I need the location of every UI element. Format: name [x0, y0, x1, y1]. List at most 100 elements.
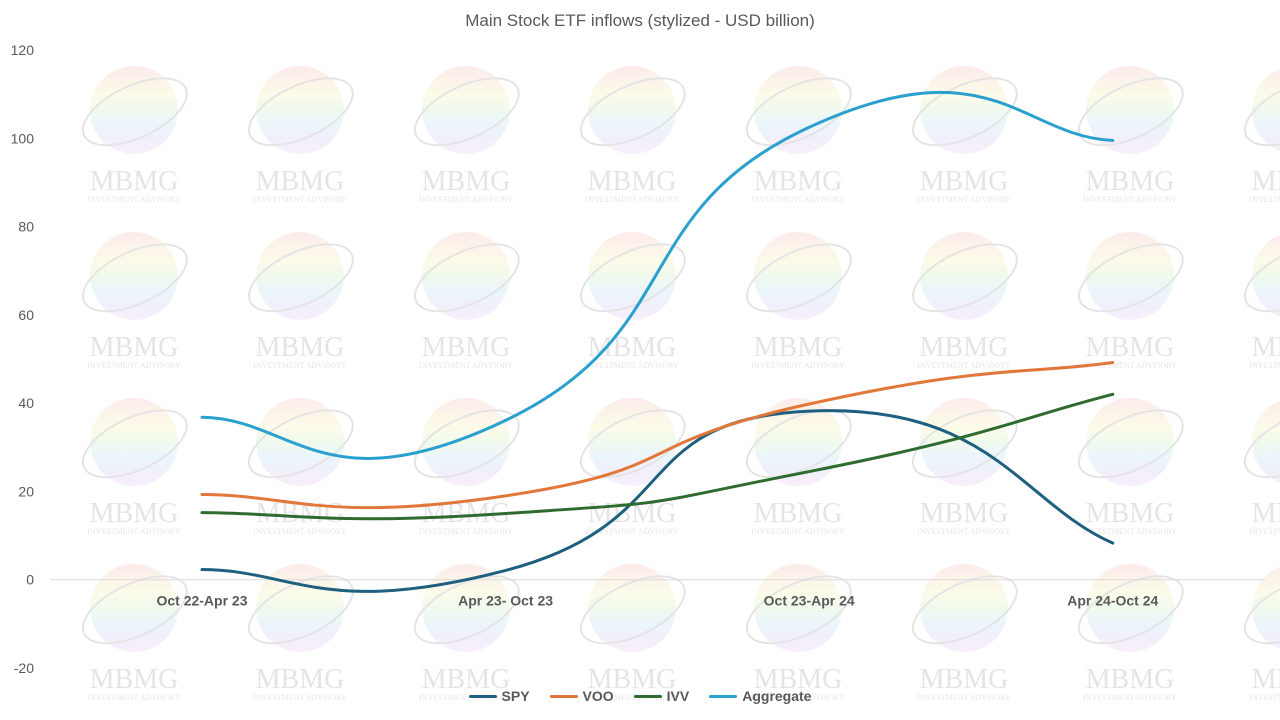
svg-text:INVESTMENT ADVISORY: INVESTMENT ADVISORY	[1083, 527, 1177, 536]
svg-text:INVESTMENT ADVISORY: INVESTMENT ADVISORY	[917, 693, 1011, 702]
svg-text:MBMG: MBMG	[422, 664, 511, 695]
svg-text:INVESTMENT ADVISORY: INVESTMENT ADVISORY	[253, 527, 347, 536]
svg-text:MBMG: MBMG	[920, 498, 1009, 529]
svg-text:MBMG: MBMG	[422, 332, 511, 363]
svg-text:INVESTMENT ADVISORY: INVESTMENT ADVISORY	[1083, 693, 1177, 702]
svg-text:MBMG: MBMG	[754, 498, 843, 529]
legend-item-voo: VOO	[549, 688, 614, 704]
svg-text:MBMG: MBMG	[1252, 664, 1280, 695]
legend-label: Aggregate	[742, 688, 812, 704]
y-tick-label: 20	[18, 483, 34, 499]
svg-text:INVESTMENT ADVISORY: INVESTMENT ADVISORY	[917, 195, 1011, 204]
svg-text:INVESTMENT ADVISORY: INVESTMENT ADVISORY	[419, 693, 513, 702]
legend-swatch	[709, 694, 738, 698]
y-axis: -20 0 20 40 60 80 100 120	[11, 42, 1265, 676]
svg-text:MBMG: MBMG	[90, 664, 179, 695]
svg-text:INVESTMENT ADVISORY: INVESTMENT ADVISORY	[917, 361, 1011, 370]
svg-text:MBMG: MBMG	[422, 166, 511, 197]
legend-item-ivv: IVV	[633, 688, 690, 704]
series-line-voo	[200, 361, 1115, 510]
svg-text:INVESTMENT ADVISORY: INVESTMENT ADVISORY	[419, 195, 513, 204]
svg-text:MBMG: MBMG	[920, 332, 1009, 363]
x-axis: Oct 22-Apr 23 Apr 23- Oct 23 Oct 23-Apr 24…	[156, 593, 1158, 609]
svg-text:MBMG: MBMG	[1086, 166, 1175, 197]
svg-text:INVESTMENT ADVISORY: INVESTMENT ADVISORY	[1249, 195, 1280, 204]
svg-text:MBMG: MBMG	[90, 166, 179, 197]
legend-item-aggregate: Aggregate	[709, 688, 811, 704]
chart-legend: SPY VOO IVV Aggregate	[0, 688, 1280, 704]
svg-text:MBMG: MBMG	[1252, 332, 1280, 363]
svg-text:MBMG: MBMG	[920, 664, 1009, 695]
svg-text:MBMG: MBMG	[256, 166, 345, 197]
svg-text:INVESTMENT ADVISORY: INVESTMENT ADVISORY	[585, 361, 679, 370]
legend-swatch	[549, 694, 578, 698]
y-tick-label: 40	[18, 395, 34, 411]
x-tick-label: Apr 23- Oct 23	[458, 593, 553, 609]
svg-text:INVESTMENT ADVISORY: INVESTMENT ADVISORY	[87, 527, 181, 536]
svg-text:INVESTMENT ADVISORY: INVESTMENT ADVISORY	[87, 693, 181, 702]
svg-text:INVESTMENT ADVISORY: INVESTMENT ADVISORY	[751, 195, 845, 204]
y-tick-label: 60	[18, 307, 34, 323]
svg-text:MBMG: MBMG	[1252, 498, 1280, 529]
svg-text:MBMG: MBMG	[920, 166, 1009, 197]
svg-text:MBMG: MBMG	[754, 332, 843, 363]
y-tick-label: 80	[18, 219, 34, 235]
svg-text:MBMG: MBMG	[588, 664, 677, 695]
svg-text:MBMG: MBMG	[1086, 664, 1175, 695]
legend-swatch	[633, 694, 662, 698]
svg-text:INVESTMENT ADVISORY: INVESTMENT ADVISORY	[253, 361, 347, 370]
svg-text:INVESTMENT ADVISORY: INVESTMENT ADVISORY	[1249, 527, 1280, 536]
svg-text:INVESTMENT ADVISORY: INVESTMENT ADVISORY	[585, 195, 679, 204]
svg-text:INVESTMENT ADVISORY: INVESTMENT ADVISORY	[1083, 195, 1177, 204]
svg-text:MBMG: MBMG	[1086, 332, 1175, 363]
legend-label: IVV	[666, 688, 690, 704]
svg-text:MBMG: MBMG	[90, 498, 179, 529]
x-tick-label: Oct 23-Apr 24	[764, 593, 855, 609]
series-line-aggregate	[200, 90, 1115, 460]
y-tick-label: -20	[14, 660, 34, 676]
svg-text:MBMG: MBMG	[1086, 498, 1175, 529]
svg-text:INVESTMENT ADVISORY: INVESTMENT ADVISORY	[751, 693, 845, 702]
svg-text:INVESTMENT ADVISORY: INVESTMENT ADVISORY	[751, 527, 845, 536]
svg-text:INVESTMENT ADVISORY: INVESTMENT ADVISORY	[87, 195, 181, 204]
svg-text:INVESTMENT ADVISORY: INVESTMENT ADVISORY	[1249, 361, 1280, 370]
chart-title: Main Stock ETF inflows (stylized - USD b…	[465, 11, 815, 30]
legend-swatch	[468, 694, 497, 698]
svg-text:MBMG: MBMG	[588, 332, 677, 363]
svg-text:MBMG: MBMG	[588, 166, 677, 197]
svg-text:INVESTMENT ADVISORY: INVESTMENT ADVISORY	[1083, 361, 1177, 370]
svg-text:INVESTMENT ADVISORY: INVESTMENT ADVISORY	[419, 527, 513, 536]
series-line-spy	[200, 409, 1115, 593]
svg-text:INVESTMENT ADVISORY: INVESTMENT ADVISORY	[585, 693, 679, 702]
svg-text:INVESTMENT ADVISORY: INVESTMENT ADVISORY	[917, 527, 1011, 536]
svg-text:INVESTMENT ADVISORY: INVESTMENT ADVISORY	[87, 361, 181, 370]
svg-text:INVESTMENT ADVISORY: INVESTMENT ADVISORY	[585, 527, 679, 536]
series-lines	[200, 90, 1115, 593]
